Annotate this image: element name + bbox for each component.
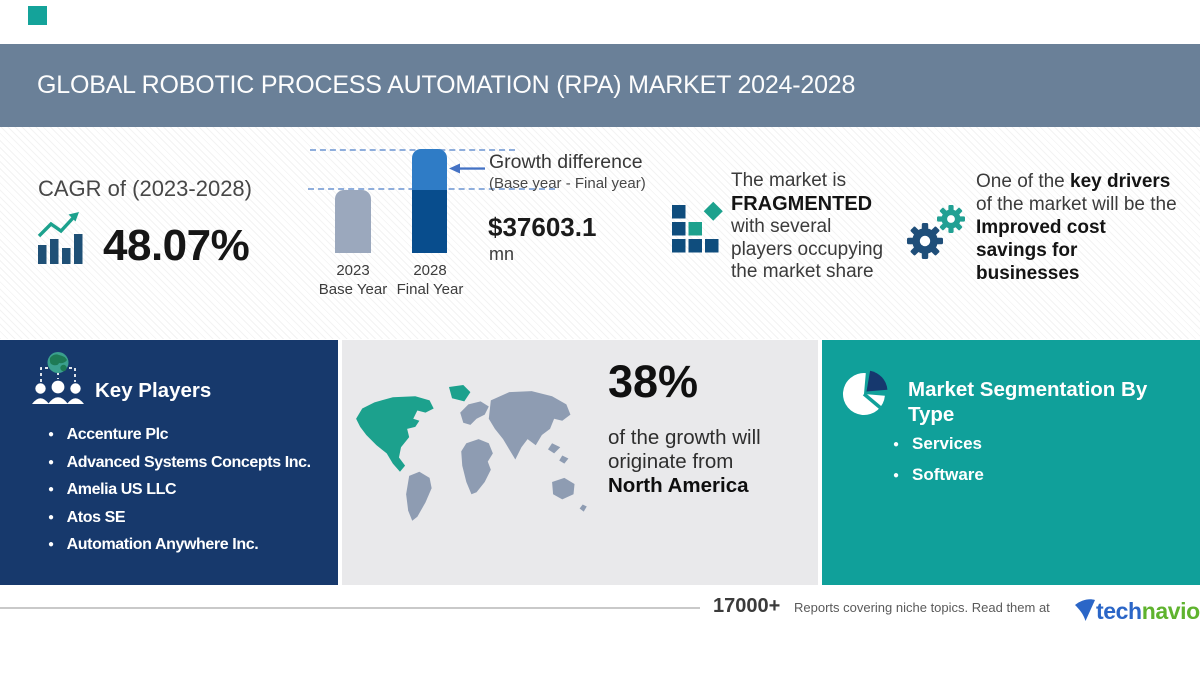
brand-navio: navio [1141,598,1200,624]
globe-org-chart-icon [32,352,84,404]
growth-difference-subtitle: (Base year - Final year) [489,175,646,192]
growth-bars-icon [38,212,83,264]
bar-2023-year: 2023 [336,262,370,279]
brand-wordmark: technavio™ [1096,594,1200,624]
cagr-label: CAGR of (2023-2028) [38,176,252,201]
key-players-list: Accenture Plc Advanced Systems Concepts … [48,426,311,564]
fragmented-line4: players occupying [731,238,884,260]
bar-2023 [335,190,371,253]
segmentation-item: Software [893,465,984,485]
bar-2023-caption: Base Year [318,281,388,298]
brand-tech: tech [1096,598,1142,624]
world-map [356,385,587,521]
technavio-arrow-icon [1075,599,1095,621]
left-arrow-icon [449,163,485,174]
guide-line-final [310,149,515,151]
footer-tagline: Reports covering niche topics. Read them… [794,600,1050,615]
segmentation-title: Market Segmentation By Type [908,378,1148,426]
growth-difference-value: $37603.1 [488,212,597,242]
bar-2028-year: 2028 [413,262,447,279]
region-growth-percent: 38% [608,356,699,407]
stats-strip [0,127,1200,339]
key-driver-bold-line2: savings for [976,240,1078,261]
cagr-value: 48.07% [103,221,250,270]
fragmented-line1: The market is [731,170,847,191]
bar-2028-caption: Final Year [396,281,464,298]
key-driver-bold: key drivers [1070,171,1171,192]
key-driver-bold-line1: Improved cost [976,217,1106,238]
bar-2023-label: 2023 Base Year [298,261,408,299]
key-driver-line2: of the market will be the [976,194,1177,215]
region-growth-box [342,340,818,585]
title-bar: GLOBAL ROBOTIC PROCESS AUTOMATION (RPA) … [0,44,1200,127]
fragmented-line5: the market share [731,261,874,282]
key-driver-prefix: One of the [976,171,1071,192]
growth-difference-unit: mn [489,244,515,264]
key-driver-bold-line3: businesses [976,263,1080,284]
key-driver-text: One of the key drivers of the market wil… [976,170,1191,285]
report-count: 17000+ [713,595,781,617]
key-player-item: Amelia US LLC [48,481,311,499]
growth-difference-title: Growth difference [489,151,643,173]
key-player-item: Automation Anywhere Inc. [48,536,311,554]
bar-2028-body [412,190,447,253]
region-growth-line1: of the growth will [608,426,761,449]
fragmented-emphasis: FRAGMENTED [731,192,873,215]
key-player-item: Advanced Systems Concepts Inc. [48,454,311,472]
region-name: North America [608,474,749,497]
fragmented-text: The market is FRAGMENTED with several pl… [731,170,901,284]
bar-2028-growth-segment [412,149,447,190]
gears-icon [907,205,965,259]
key-players-title: Key Players [95,379,212,402]
brand-accent-square [28,6,47,25]
segmentation-box [822,340,1200,585]
technavio-logo[interactable]: technavio™ [1074,594,1200,624]
fragmented-squares-icon [672,201,723,253]
page-title: GLOBAL ROBOTIC PROCESS AUTOMATION (RPA) … [37,71,856,99]
region-growth-text: of the growth will originate from North … [608,426,761,498]
pie-chart-icon [842,370,888,416]
region-growth-line2: originate from [608,450,734,473]
bar-2028-label: 2028 Final Year [375,261,485,299]
key-player-item: Accenture Plc [48,426,311,444]
segmentation-item: Services [893,434,984,454]
segmentation-list: Services Software [893,434,984,496]
footer-divider [0,607,700,609]
key-player-item: Atos SE [48,509,311,527]
fragmented-line3: with several [731,216,832,237]
